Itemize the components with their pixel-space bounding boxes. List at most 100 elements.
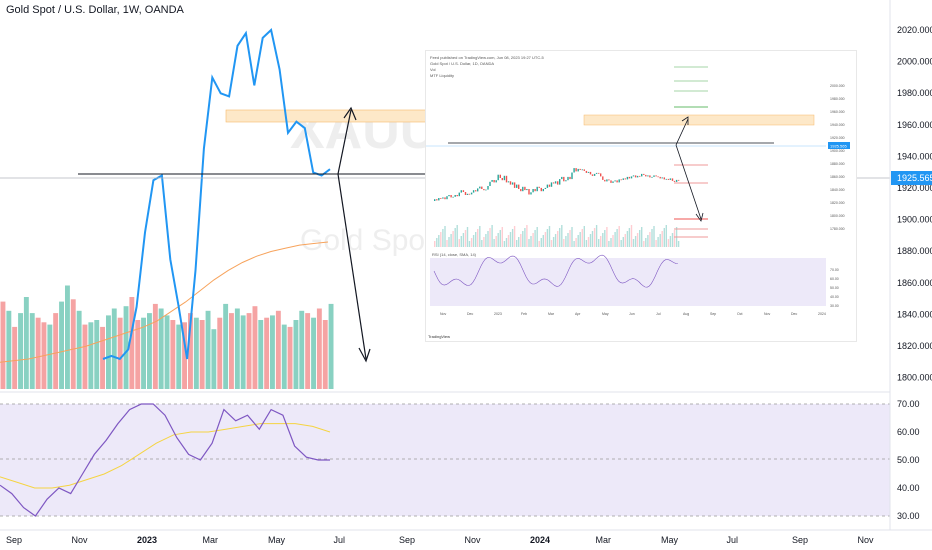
chart-header: Gold Spot / U.S. Dollar, 1W, OANDA (6, 4, 184, 16)
inset-volume-bar (606, 227, 608, 247)
price-tick-label: 1980.000 (897, 88, 932, 98)
inset-time-tick: May (602, 312, 609, 316)
inset-candle (442, 197, 444, 199)
volume-bar (229, 313, 234, 389)
inset-candle (436, 199, 438, 201)
inset-volume-bar (620, 240, 622, 247)
inset-volume-bar (559, 228, 561, 247)
inset-volume-bar (641, 227, 643, 247)
inset-candle (509, 181, 512, 185)
inset-volume-bar (610, 238, 612, 247)
inset-volume-bar (565, 236, 567, 247)
last-price-label: 1925.565 (897, 173, 932, 183)
inset-candle (575, 168, 577, 172)
inset-volume-bar (495, 236, 497, 247)
price-tick-label: 2000.000 (897, 57, 932, 67)
inset-volume-bar (639, 230, 641, 247)
inset-liquidity-levels (674, 66, 708, 238)
up-arrow (337, 109, 352, 175)
price-tick-label: 1840.000 (897, 309, 932, 319)
inset-time-tick: Dec (467, 312, 473, 316)
inset-rsi-tick: 60.00 (830, 277, 839, 281)
inset-candle (589, 171, 592, 175)
inset-time-tick: Oct (737, 312, 742, 316)
inset-candle (452, 196, 454, 198)
time-tick-label: May (661, 535, 679, 545)
inset-volume-bar (497, 233, 499, 247)
inset-time-tick: Aug (683, 312, 689, 316)
volume-bar (275, 310, 281, 389)
inset-volume-bar (655, 240, 657, 247)
inset-candle (581, 169, 583, 171)
time-tick-label: Nov (72, 535, 89, 545)
inset-volume-bar (667, 239, 670, 247)
inset-candle (454, 195, 456, 197)
inset-volume-bar (630, 225, 633, 247)
inset-candle (675, 179, 678, 182)
inset-time-tick: Sep (710, 312, 716, 316)
inset-volume-bar (563, 239, 565, 247)
inset-candle (489, 181, 491, 186)
inset-candle (651, 176, 653, 178)
inset-volume-bar (544, 232, 547, 247)
volume-bar (252, 306, 258, 389)
inset-volume-bar (518, 237, 520, 247)
inset-candle (598, 172, 600, 174)
inset-volume-bar (489, 228, 491, 247)
inset-candle (458, 192, 460, 197)
inset-volume-bar (571, 227, 573, 247)
volume-bar (299, 310, 305, 389)
volume-bars (0, 285, 334, 389)
inset-volume-bar (436, 238, 438, 247)
inset-candle (448, 195, 450, 197)
volume-bar (293, 320, 299, 389)
inset-time-tick: Mar (548, 312, 555, 316)
volume-bar (205, 310, 211, 389)
inset-volume-bar (673, 230, 676, 247)
rsi-tick-label: 60.00 (897, 427, 920, 437)
inset-candle (483, 189, 485, 191)
inset-volume-bar (598, 239, 600, 247)
inset-rsi-band (430, 258, 826, 306)
inset-candle (530, 192, 532, 195)
inset-volume-bar (616, 229, 618, 247)
inset-volume-bar (524, 228, 526, 247)
inset-price-tick: 1800.000 (830, 214, 845, 218)
inset-candle (569, 176, 571, 180)
inset-volume-bar (481, 240, 483, 247)
volume-bar (12, 326, 18, 389)
volume-bar (188, 313, 193, 389)
volume-bar (322, 320, 328, 389)
inset-candle (630, 176, 633, 179)
inset-candle (501, 178, 503, 181)
inset-candle (507, 181, 510, 183)
inset-volume-bar (661, 231, 663, 247)
inset-price-tick: 1840.000 (830, 188, 845, 192)
inset-volume-bar (550, 240, 553, 247)
inset-volume-bar (643, 241, 645, 247)
inset-volume-bar (493, 239, 495, 247)
volume-bar (76, 310, 82, 389)
inset-time-axis: Nov Dec 2023 Feb Mar Apr May Jun Jul Aug Sep Oct Nov… (440, 312, 826, 316)
volume-bar (305, 313, 311, 389)
inset-volume-bar (632, 239, 635, 247)
inset-volume-bar (540, 238, 542, 247)
inset-volume-bar (475, 232, 477, 247)
volume-bar (234, 308, 240, 389)
price-tick-label: 1860.000 (897, 278, 932, 288)
time-tick-label: Jul (334, 535, 346, 545)
volume-bar (182, 322, 187, 389)
inset-volume-bar (587, 237, 590, 247)
inset-volume-bar (462, 233, 465, 247)
inset-volume-bar (505, 238, 508, 247)
inset-candle (593, 173, 596, 176)
inset-volume-bar (591, 231, 594, 247)
inset-candle (552, 182, 555, 184)
inset-volume-bar (442, 229, 444, 247)
inset-volume-bar (513, 226, 516, 247)
inset-rsi-tick: 30.00 (830, 304, 839, 308)
inset-price-tick: 1960.000 (830, 110, 845, 114)
inset-candle (677, 179, 680, 181)
inset-candle (604, 179, 606, 182)
inset-volume-bar (554, 234, 557, 247)
